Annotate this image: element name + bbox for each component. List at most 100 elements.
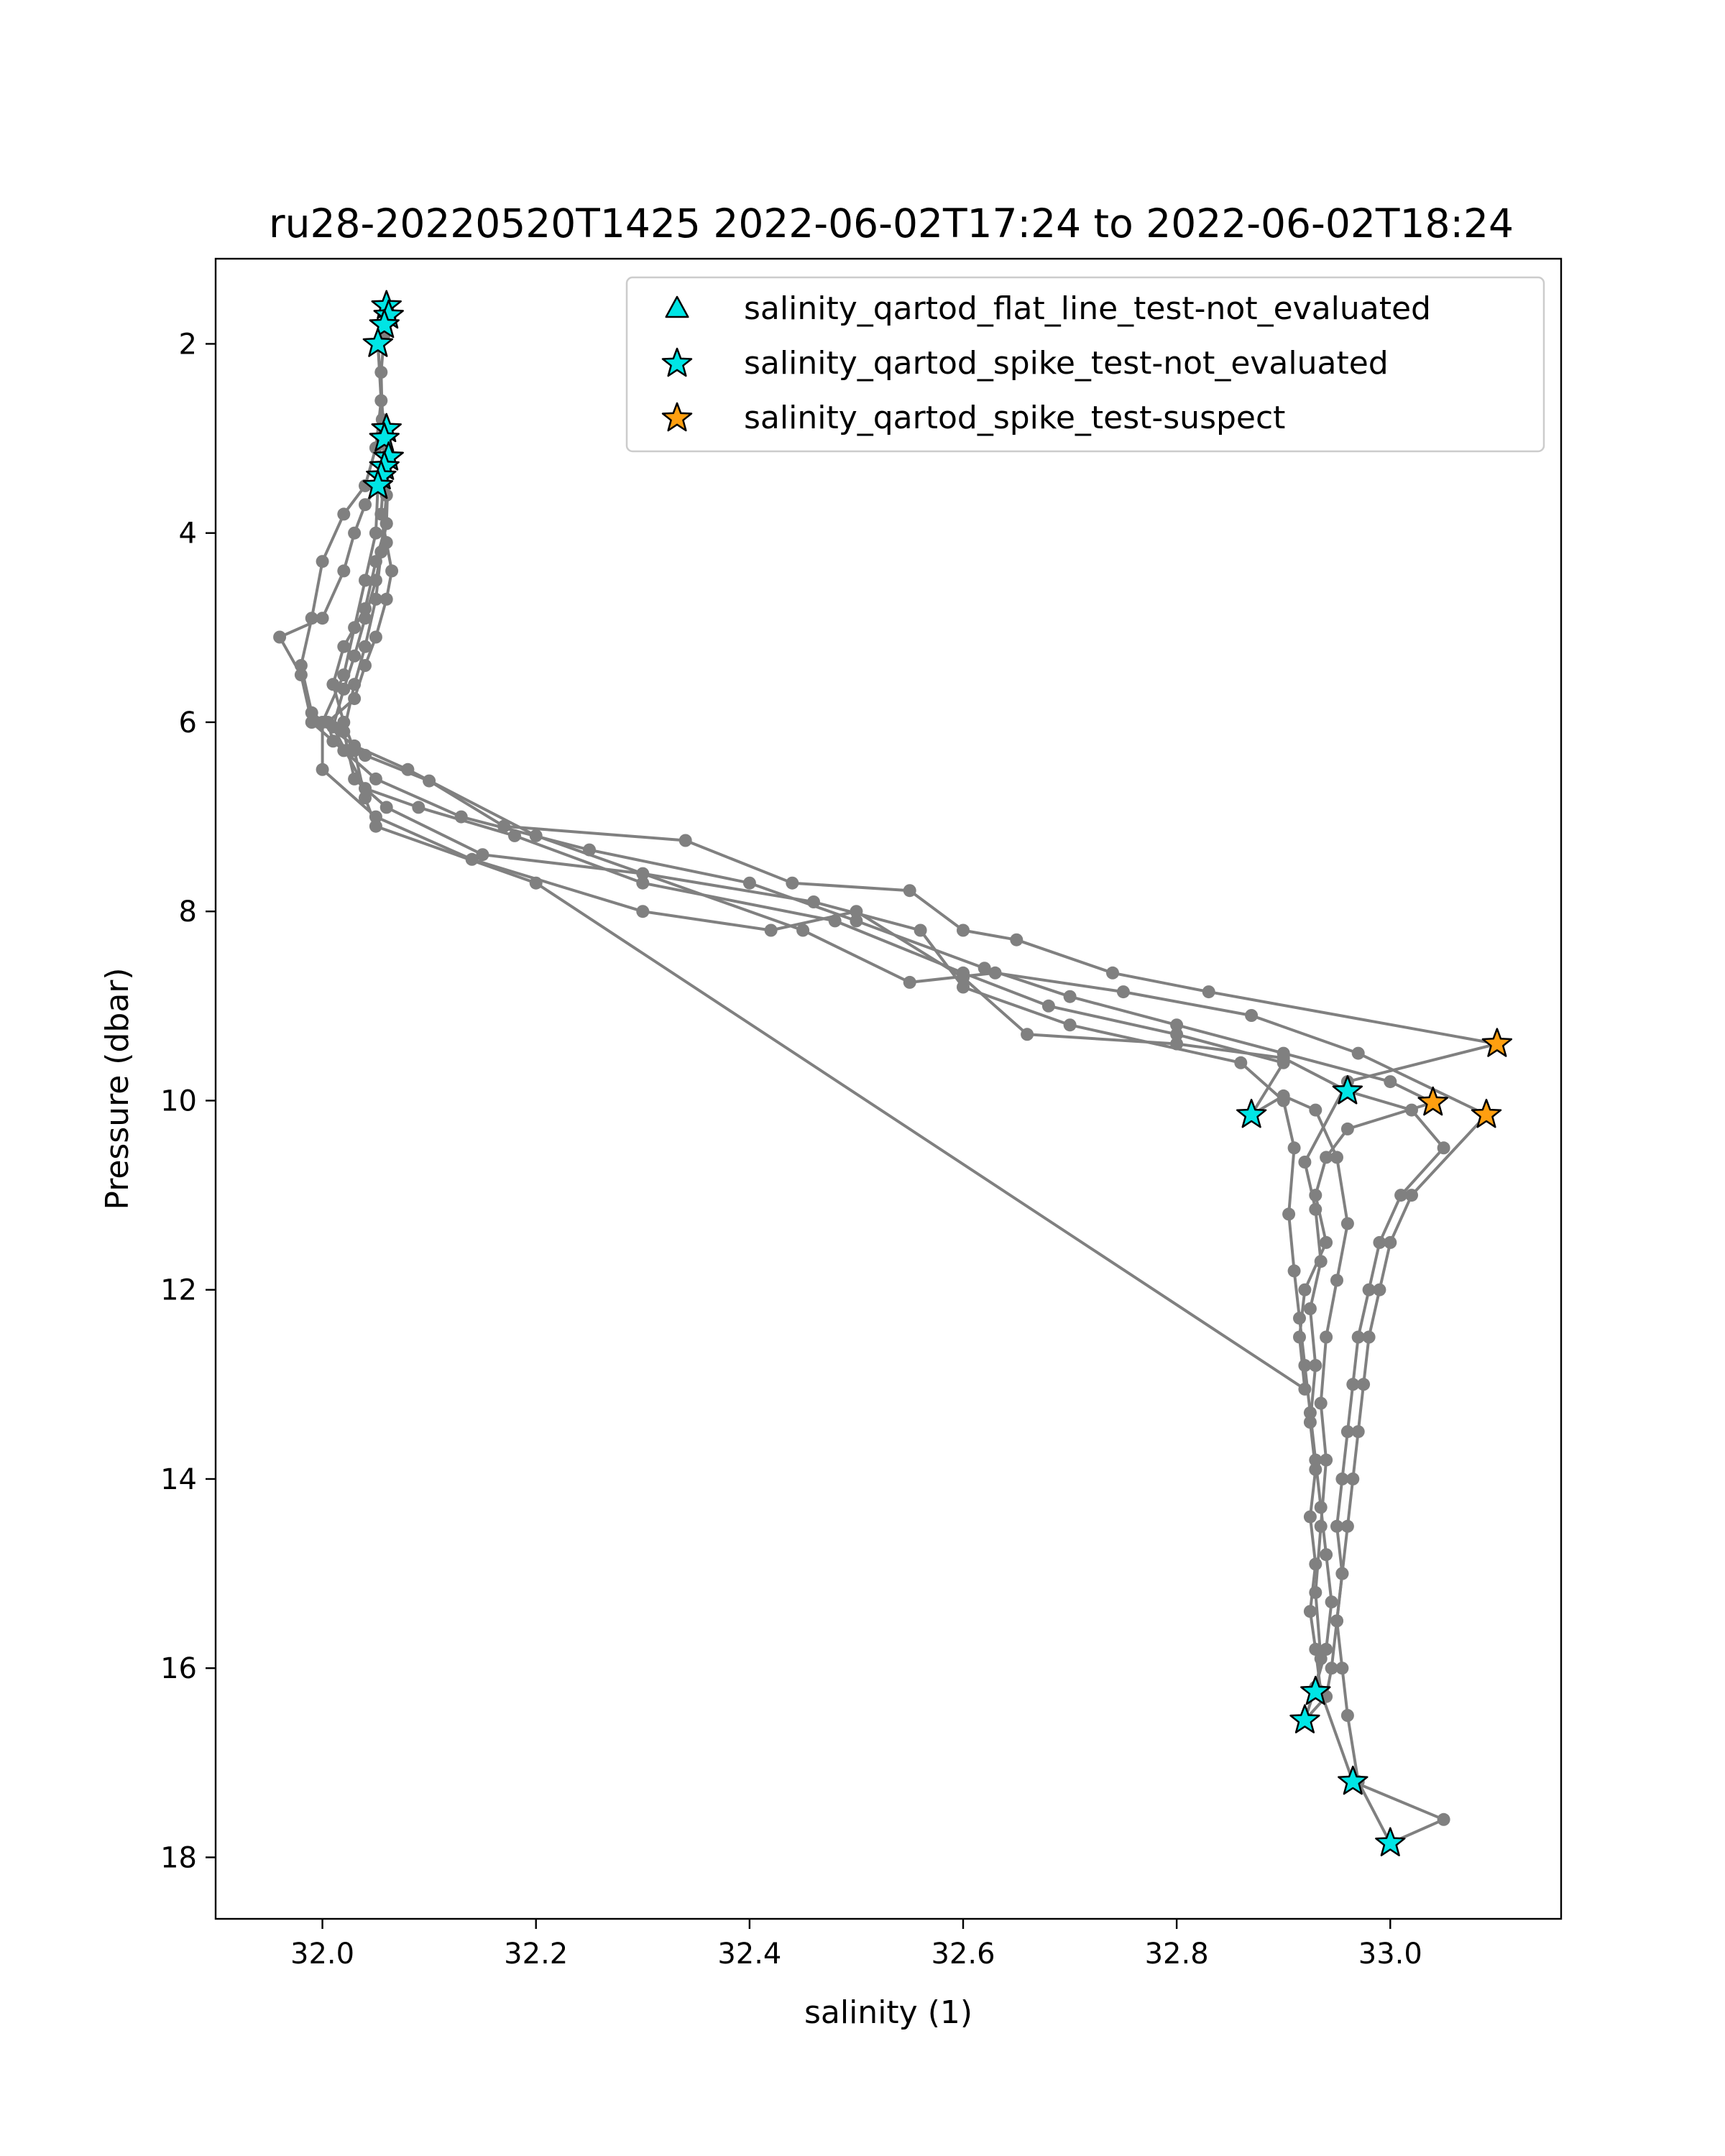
data-point	[1325, 1595, 1338, 1609]
data-point	[1405, 1189, 1418, 1202]
x-axis: 32.0 32.2 32.4 32.6 32.8 33.0	[290, 1919, 1422, 1971]
data-point	[807, 895, 820, 908]
data-point	[1276, 1046, 1290, 1060]
data-point	[903, 884, 916, 898]
data-point	[1314, 1519, 1328, 1533]
data-point	[636, 876, 650, 890]
data-point	[957, 966, 970, 980]
data-point	[1041, 999, 1055, 1013]
data-point	[1303, 1302, 1317, 1315]
data-point	[1362, 1330, 1376, 1344]
data-point	[1362, 1283, 1376, 1296]
data-point	[1437, 1141, 1450, 1155]
data-point	[1320, 1330, 1333, 1344]
data-point	[1303, 1416, 1317, 1429]
data-point	[1170, 1037, 1184, 1051]
data-point	[1010, 933, 1024, 946]
data-point	[636, 905, 650, 918]
data-point	[359, 498, 372, 512]
data-point	[1330, 1614, 1343, 1628]
data-point	[374, 507, 388, 521]
y-tick-label: 14	[160, 1463, 197, 1496]
data-point	[1384, 1235, 1397, 1249]
data-point	[1309, 1557, 1322, 1571]
data-point	[326, 720, 340, 734]
data-point	[1309, 1585, 1322, 1599]
data-point	[850, 914, 863, 928]
data-point	[1394, 1189, 1408, 1202]
data-point	[337, 744, 351, 757]
data-point	[348, 739, 362, 752]
data-point	[1405, 1103, 1418, 1117]
data-point	[305, 612, 318, 625]
y-tick-label: 16	[160, 1652, 197, 1685]
legend-box	[625, 276, 1545, 453]
data-point	[1351, 1425, 1365, 1439]
y-tick-label: 12	[160, 1274, 197, 1307]
data-point	[359, 602, 372, 615]
data-point	[359, 612, 372, 625]
data-point	[348, 621, 362, 635]
data-point	[305, 706, 318, 719]
qc-star-marker	[1375, 1827, 1406, 1856]
data-point	[348, 772, 362, 786]
data-point	[423, 774, 436, 788]
qc-star-marker	[1300, 1675, 1331, 1705]
legend: salinity_qartod_flat_line_test-not_evalu…	[625, 276, 1545, 453]
data-point	[316, 612, 329, 625]
qc-star-marker	[1338, 1765, 1368, 1795]
data-point	[1276, 1056, 1290, 1069]
data-point	[359, 749, 372, 762]
data-point	[1351, 1046, 1365, 1060]
data-point	[828, 914, 842, 928]
y-tick-label: 4	[179, 517, 197, 550]
data-point	[380, 517, 393, 530]
legend-entry-label: salinity_qartod_spike_test-not_evaluated	[744, 345, 1389, 382]
data-point	[1314, 1396, 1328, 1410]
data-point	[316, 763, 329, 776]
data-point	[1298, 1283, 1312, 1296]
qc-star-marker	[1289, 1704, 1320, 1733]
data-point	[1298, 1156, 1312, 1169]
data-point	[1309, 1642, 1322, 1656]
data-point	[1298, 1382, 1312, 1396]
data-point	[1234, 1056, 1248, 1069]
data-point	[1340, 1709, 1354, 1722]
data-point	[1320, 1642, 1333, 1656]
y-tick-label: 8	[179, 895, 197, 929]
data-point	[369, 810, 382, 824]
data-point	[1340, 1122, 1354, 1135]
qc-star-marker	[1471, 1098, 1502, 1128]
data-point	[359, 782, 372, 796]
data-point	[1293, 1330, 1306, 1344]
data-point	[1170, 1018, 1184, 1032]
data-point	[1340, 1425, 1354, 1439]
data-point	[1293, 1312, 1306, 1325]
data-point	[374, 545, 388, 558]
legend-star-icon	[661, 347, 693, 377]
data-point	[1314, 1501, 1328, 1514]
data-point	[678, 834, 692, 847]
data-point	[1346, 1378, 1360, 1391]
x-tick-label: 32.0	[290, 1938, 354, 1971]
chart-title: ru28-20220520T1425 2022-06-02T17:24 to 2…	[269, 201, 1514, 247]
data-point	[1106, 966, 1119, 980]
data-point	[1437, 1812, 1450, 1826]
data-point	[1309, 1359, 1322, 1372]
data-point	[369, 555, 382, 568]
data-layer	[273, 290, 1513, 1856]
profile-line	[1303, 1113, 1488, 1721]
data-point	[978, 962, 991, 975]
data-point	[529, 829, 543, 842]
data-point	[369, 592, 382, 606]
data-point	[1384, 1075, 1397, 1089]
data-point	[1309, 1202, 1322, 1216]
data-point	[374, 365, 388, 379]
data-point	[957, 980, 970, 994]
data-point	[786, 876, 799, 890]
data-point	[1320, 1453, 1333, 1467]
data-point	[273, 630, 287, 644]
data-point	[316, 555, 329, 568]
qc-star-marker	[369, 308, 400, 338]
